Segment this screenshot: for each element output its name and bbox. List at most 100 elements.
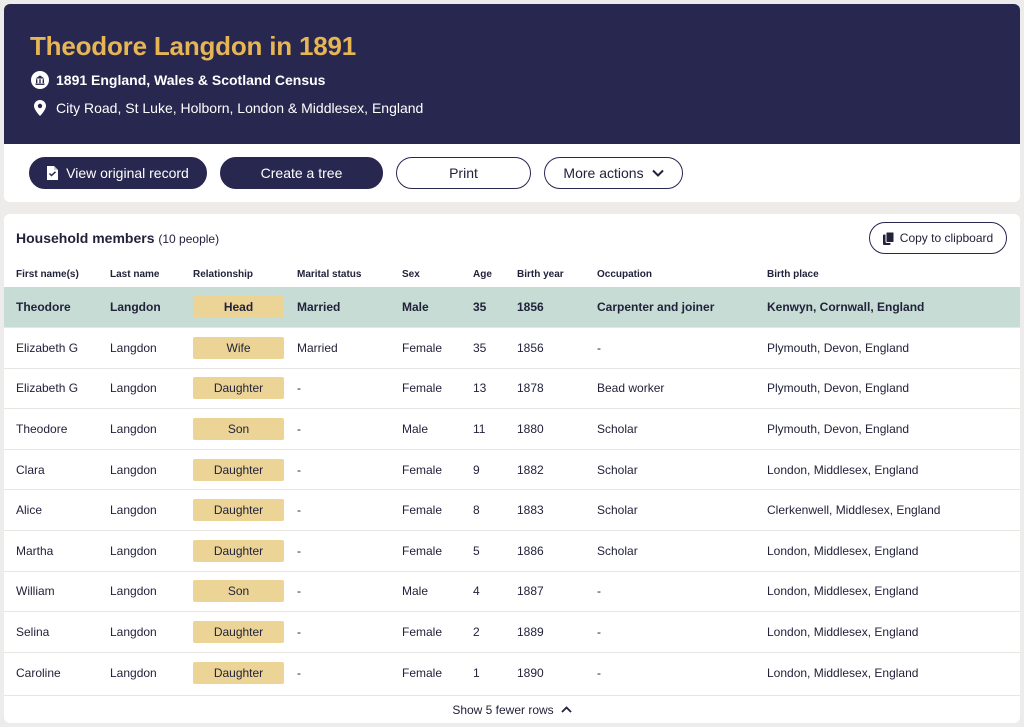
occupation-cell: Scholar — [597, 530, 767, 572]
more-actions-button[interactable]: More actions — [544, 157, 683, 189]
relationship-pill: Daughter — [193, 539, 284, 562]
view-original-record-label: View original record — [66, 165, 189, 181]
birth-year-cell: 1882 — [517, 448, 597, 490]
relationship-cell: Son — [193, 408, 297, 450]
last-name-cell: Langdon — [110, 651, 193, 693]
more-actions-label: More actions — [563, 165, 644, 181]
relationship-cell: Wife — [193, 327, 297, 369]
last-name-cell: Langdon — [110, 530, 193, 572]
sex-cell: Female — [402, 367, 473, 409]
first-name-cell: Martha — [4, 530, 110, 572]
marital-status-cell: - — [297, 489, 402, 531]
last-name-cell: Langdon — [110, 489, 193, 531]
occupation-cell: Scholar — [597, 489, 767, 531]
birth-place-cell: London, Middlesex, England — [767, 448, 1020, 490]
marital-status-cell: - — [297, 611, 402, 653]
birth-year-cell: 1887 — [517, 570, 597, 612]
occupation-cell: Carpenter and joiner — [597, 287, 767, 328]
relationship-cell: Daughter — [193, 448, 297, 490]
column-header: Marital status — [297, 268, 362, 280]
occupation-cell: - — [597, 651, 767, 693]
first-name-cell: Elizabeth G — [4, 327, 110, 369]
household-heading: Household members (10 people) — [16, 230, 219, 246]
marital-status-cell: Married — [297, 287, 402, 328]
marital-status-cell: - — [297, 651, 402, 693]
birth-place-cell: London, Middlesex, England — [767, 611, 1020, 653]
print-button[interactable]: Print — [396, 157, 531, 189]
birth-year-cell: 1889 — [517, 611, 597, 653]
marital-status-cell: Married — [297, 327, 402, 369]
page-title: Theodore Langdon in 1891 — [30, 31, 357, 61]
household-count: (10 people) — [158, 232, 220, 246]
birth-place-cell: London, Middlesex, England — [767, 570, 1020, 612]
first-name-cell: Selina — [4, 611, 110, 653]
last-name-cell: Langdon — [110, 287, 193, 328]
birth-year-cell: 1890 — [517, 651, 597, 693]
action-bar: View original record Create a tree Print… — [4, 144, 1020, 202]
sex-cell: Male — [402, 287, 473, 328]
clipboard-icon — [882, 231, 894, 245]
table-row: Theodore Langdon Son - Male 11 1880 Scholar Plym… — [4, 408, 1020, 450]
household-panel: Household members (10 people) Copy to cl… — [4, 214, 1020, 723]
birth-place-cell: London, Middlesex, England — [767, 651, 1020, 693]
age-cell: 9 — [473, 448, 517, 490]
occupation-cell: - — [597, 570, 767, 612]
occupation-cell: - — [597, 611, 767, 653]
column-header: Birth year — [517, 268, 564, 280]
column-header: First name(s) — [16, 268, 79, 280]
relationship-pill: Daughter — [193, 621, 284, 644]
birth-year-cell: 1856 — [517, 287, 597, 328]
household-title: Household members — [16, 230, 155, 246]
sex-cell: Female — [402, 448, 473, 490]
relationship-cell: Son — [193, 570, 297, 612]
first-name-cell: William — [4, 570, 110, 612]
table-row: Theodore Langdon Head Married Male 35 1856 Carp… — [4, 287, 1020, 328]
column-header: Birth place — [767, 268, 819, 280]
age-cell: 35 — [473, 287, 517, 328]
birth-year-cell: 1886 — [517, 530, 597, 572]
table-row: Clara Langdon Daughter - Female 9 1882 Scholar L… — [4, 448, 1020, 490]
birth-year-cell: 1878 — [517, 367, 597, 409]
last-name-cell: Langdon — [110, 367, 193, 409]
show-fewer-rows-label: Show 5 fewer rows — [452, 702, 554, 717]
occupation-cell: Scholar — [597, 448, 767, 490]
column-header: Occupation — [597, 268, 653, 280]
relationship-pill: Daughter — [193, 499, 284, 522]
table-row: Caroline Langdon Daughter - Female 1 1890- Lond… — [4, 651, 1020, 693]
age-cell: 35 — [473, 327, 517, 369]
column-header: Relationship — [193, 268, 254, 280]
last-name-cell: Langdon — [110, 570, 193, 612]
table-row: Alice Langdon Daughter - Female 8 1883 Scholar C… — [4, 489, 1020, 531]
record-header: Theodore Langdon in 1891 1891 England, W… — [4, 4, 1020, 144]
last-name-cell: Langdon — [110, 408, 193, 450]
copy-to-clipboard-label: Copy to clipboard — [899, 231, 994, 245]
relationship-cell: Daughter — [193, 530, 297, 572]
relationship-cell: Daughter — [193, 367, 297, 409]
relationship-pill: Daughter — [193, 458, 284, 481]
age-cell: 4 — [473, 570, 517, 612]
chevron-up-icon — [561, 706, 572, 713]
show-fewer-rows-button[interactable]: Show 5 fewer rows — [4, 695, 1020, 723]
sex-cell: Female — [402, 611, 473, 653]
copy-to-clipboard-button[interactable]: Copy to clipboard — [869, 222, 1007, 254]
birth-place-cell: Plymouth, Devon, England — [767, 408, 1020, 450]
first-name-cell: Elizabeth G — [4, 367, 110, 409]
birth-year-cell: 1883 — [517, 489, 597, 531]
sex-cell: Female — [402, 530, 473, 572]
create-tree-label: Create a tree — [260, 165, 343, 181]
chevron-down-icon — [651, 169, 664, 177]
relationship-pill: Daughter — [193, 661, 284, 684]
relationship-cell: Daughter — [193, 489, 297, 531]
household-table: First name(s) Last name Relationship Mar… — [4, 261, 1020, 693]
birth-place-cell: Plymouth, Devon, England — [767, 327, 1020, 369]
create-tree-button[interactable]: Create a tree — [220, 157, 383, 189]
column-header: Last name — [110, 268, 160, 280]
table-row: Elizabeth G Langdon Wife Married Female 35 185… — [4, 327, 1020, 369]
column-header: Age — [473, 268, 492, 280]
location-row: City Road, St Luke, Holborn, London & Mi… — [30, 98, 1020, 118]
last-name-cell: Langdon — [110, 448, 193, 490]
view-original-record-button[interactable]: View original record — [29, 157, 207, 189]
print-label: Print — [449, 165, 478, 181]
last-name-cell: Langdon — [110, 611, 193, 653]
marital-status-cell: - — [297, 448, 402, 490]
